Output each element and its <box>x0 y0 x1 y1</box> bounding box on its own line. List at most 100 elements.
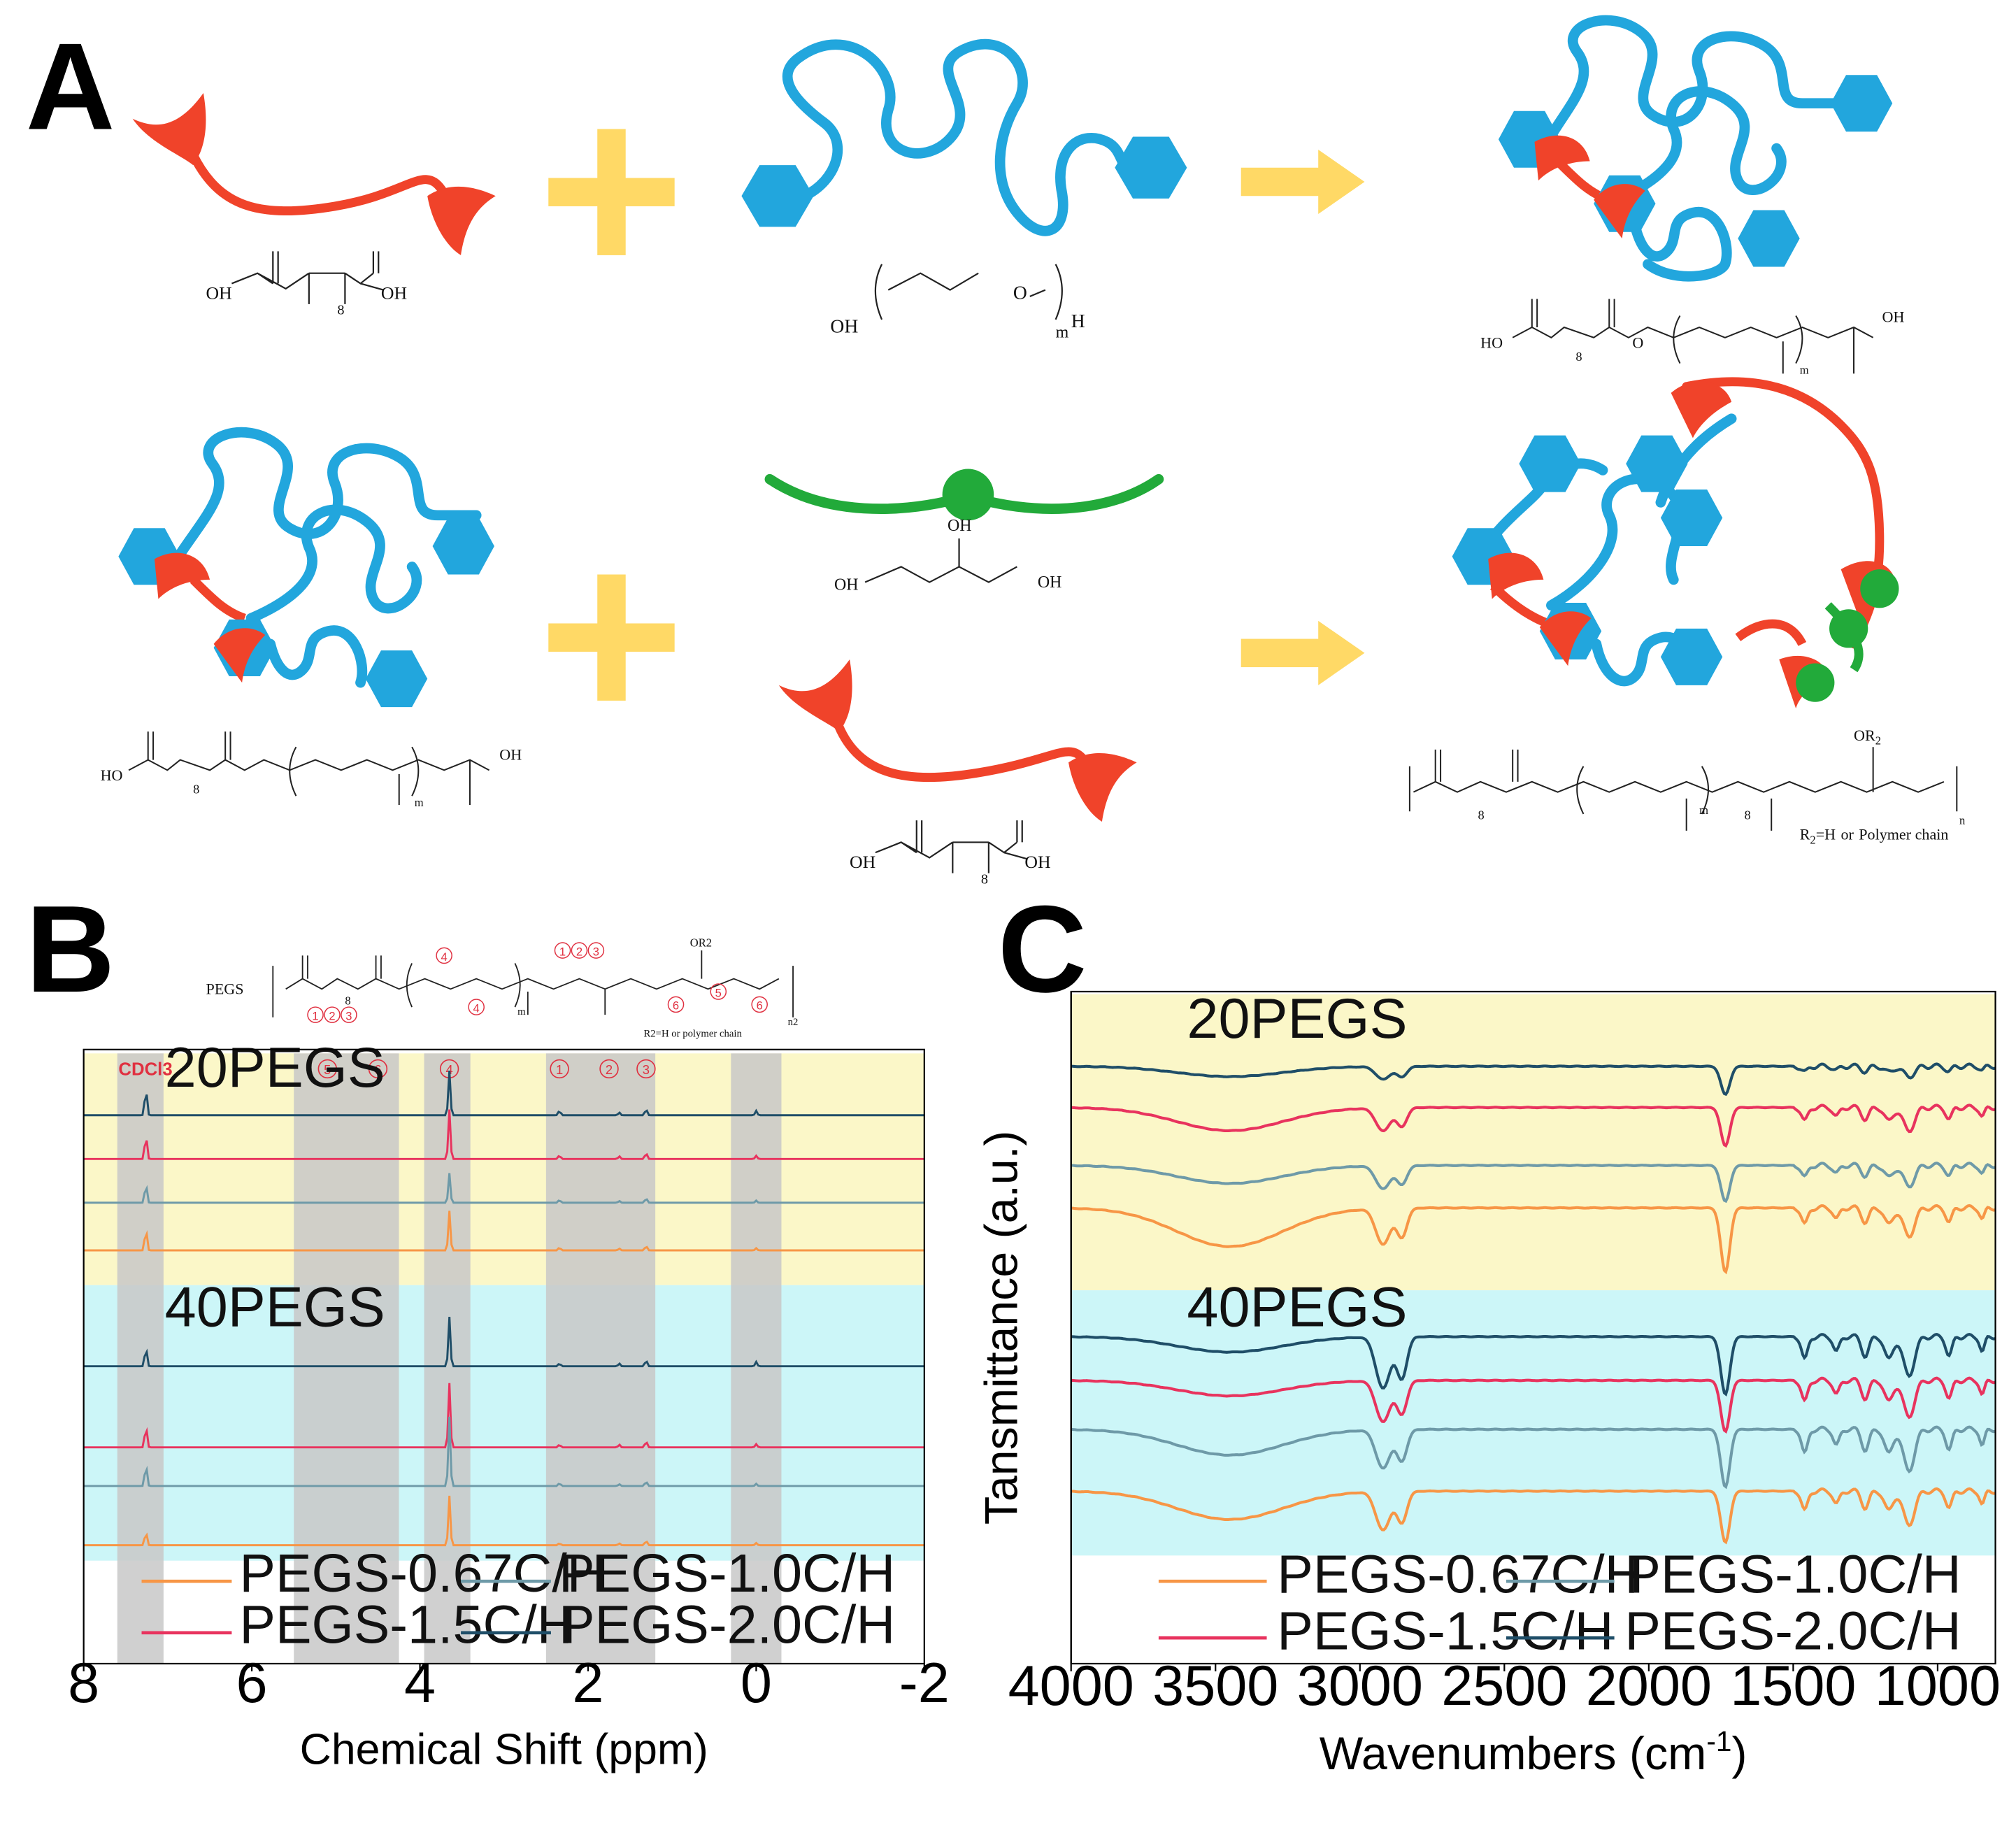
peak-label-circle <box>324 1006 341 1023</box>
glycerol-formula: OH OH OH <box>834 517 1061 594</box>
sebacic-acid-formula: OH OH 8 <box>206 251 407 318</box>
ftir-x-axis-title: Wavenumbers (cm-1) <box>1320 1725 1747 1780</box>
nmr-legend-label: PEGS-2.0C/H <box>559 1595 895 1655</box>
nmr-x-tick-label: 0 <box>741 1652 772 1715</box>
ftir-spectrum-line <box>1071 1062 1996 1097</box>
arrow-icon <box>1241 149 1365 215</box>
peg-formula: OH O m H <box>830 264 1085 342</box>
nmr-x-tick-label: 4 <box>404 1652 436 1715</box>
peak-label-1: 1 <box>559 945 566 958</box>
glycerol-oh-left: OH <box>834 576 859 594</box>
nmr-structure-8: 8 <box>345 994 350 1007</box>
product-8: 8 <box>1478 808 1484 822</box>
nmr-structure-prefix: PEGS <box>206 980 244 998</box>
nmr-x-tick-label: 6 <box>236 1652 268 1715</box>
formula2-oh-left: OH <box>850 852 875 872</box>
peg-h: H <box>1071 310 1085 331</box>
product-m: m <box>1699 804 1708 817</box>
ftir-legend-label: PEGS-0.67C/H <box>1277 1545 1643 1605</box>
ftir-x-tick-label: 2000 <box>1586 1655 1712 1718</box>
peak-label-circle <box>667 996 685 1013</box>
peak-label-circle <box>436 947 452 964</box>
nmr-20pegs-background <box>83 1053 924 1285</box>
prepolymer-row2-m: m <box>415 796 424 809</box>
ftir-spectrum-line <box>1071 1204 1996 1275</box>
nmr-spectrum-line <box>83 1416 924 1487</box>
nmr-structure-n: n2 <box>788 1017 799 1028</box>
ftir-legend-label: PEGS-1.0C/H <box>1624 1545 1961 1605</box>
prepolymer-row2-ho: HO <box>101 766 123 784</box>
peak-label-2: 2 <box>576 945 582 958</box>
peak-label-5: 5 <box>715 986 722 999</box>
product-or2: OR2 <box>1854 727 1881 748</box>
peg-chain-icon <box>741 38 1187 236</box>
nmr-peak-marker <box>550 1059 569 1079</box>
panel-b: B PEGS 8 m n2 OR2 R2=H or polymer chain … <box>26 880 950 1774</box>
nmr-x-tick-label: 2 <box>572 1652 603 1715</box>
product-r2-note: R2=H or Polymer chain <box>1800 826 1949 847</box>
peak-label-4: 4 <box>441 950 448 964</box>
prepolymer-m: m <box>1800 363 1809 376</box>
peak-label-circle <box>468 999 485 1015</box>
product-formula: 8 m 8 n OR2 R2=H or Polymer chain <box>1408 727 1966 847</box>
ftir-chart: 20PEGS 40PEGS 4000 3500 3000 2500 2000 1500 1000… <box>975 987 2001 1780</box>
peak-label-4: 4 <box>473 1001 480 1015</box>
nmr-40pegs-background <box>83 1285 924 1561</box>
nmr-structure-r2: R2=H or polymer chain <box>643 1028 742 1039</box>
ftir-y-axis-title: Tansmittance (a.u.) <box>975 1131 1027 1524</box>
ftir-group-label-20pegs: 20PEGS <box>1187 987 1407 1050</box>
prepolymer-row2-oh: OH <box>499 746 522 764</box>
glycerol-icon <box>764 469 1164 521</box>
peak-label-3: 3 <box>593 945 599 958</box>
prepolymer-icon-row2 <box>118 427 494 708</box>
plus-icon-2 <box>548 574 675 701</box>
formula-oh-right: OH <box>381 283 407 304</box>
prepolymer-icon <box>1498 15 1893 282</box>
ftir-x-tick-label: 3500 <box>1152 1655 1278 1718</box>
nmr-peak-marker-label: 6 <box>374 1062 381 1077</box>
prepolymer-formula-row2: HO OH 8 m <box>101 731 522 809</box>
nmr-x-tick-label: -2 <box>899 1652 950 1715</box>
panel-label-b: B <box>26 880 115 1018</box>
nmr-spectrum-line <box>83 1495 924 1547</box>
prepolymer-formula-top: HO OH 8 m O <box>1480 299 1904 376</box>
nmr-shaded-region <box>294 1053 399 1664</box>
nmr-peak-marker-label: 3 <box>643 1062 650 1077</box>
glycerol-oh-top: OH <box>948 517 972 535</box>
prepolymer-ho: HO <box>1480 334 1503 351</box>
nmr-chart: CDCl3 5 6 4 1 2 3 20PEGS 40PEGS 8 6 4 2 0 -2 Chemical S… <box>68 1036 950 1773</box>
panel-label-a: A <box>26 18 115 156</box>
nmr-legend-label: PEGS-1.0C/H <box>559 1543 895 1604</box>
ftir-group-label-40pegs: 40PEGS <box>1187 1276 1407 1339</box>
ftir-x-tick-label: 4000 <box>1008 1655 1134 1718</box>
plus-icon <box>548 129 675 255</box>
peak-label-3: 3 <box>345 1009 352 1022</box>
nmr-structure-m: m <box>517 1006 526 1017</box>
peak-label-6: 6 <box>757 999 763 1013</box>
prepolymer-o: O <box>1632 334 1643 351</box>
peg-o: O <box>1013 282 1027 304</box>
sebacic-acid-icon <box>132 92 496 255</box>
ftir-spectrum-line <box>1071 1104 1996 1148</box>
peak-label-circle <box>554 942 571 959</box>
product-8b: 8 <box>1745 808 1751 822</box>
formula2-subscript: 8 <box>981 871 988 887</box>
peg-m: m <box>1056 324 1069 342</box>
peak-label-2: 2 <box>329 1009 335 1022</box>
nmr-plot-frame <box>83 1048 925 1665</box>
nmr-solvent-label: CDCl3 <box>118 1060 172 1080</box>
nmr-peak-marker-label: 5 <box>324 1062 331 1077</box>
formula2-oh-right: OH <box>1024 852 1050 872</box>
ftir-spectrum-line <box>1071 1162 1996 1204</box>
nmr-spectrum-line <box>83 1211 924 1252</box>
peak-label-6: 6 <box>673 999 679 1013</box>
nmr-structure-or2: OR2 <box>690 936 712 950</box>
nmr-peak-marker <box>636 1059 656 1079</box>
peak-label-circle <box>751 996 768 1013</box>
nmr-peak-marker <box>599 1059 619 1079</box>
nmr-spectrum-line <box>83 1109 924 1160</box>
ftir-legend-label: PEGS-2.0C/H <box>1624 1601 1961 1662</box>
pegs-network-icon <box>1452 377 1899 708</box>
